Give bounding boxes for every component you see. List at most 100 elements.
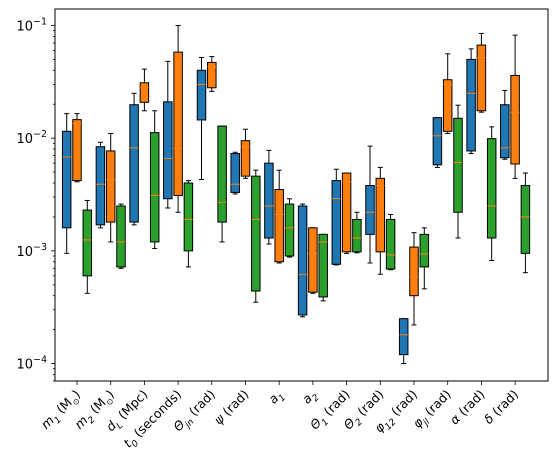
box-iqr: [453, 117, 463, 213]
param-unit: (rad): [486, 387, 521, 422]
box-series-2: [510, 34, 520, 179]
y-axis: 10−410−310−210−1: [16, 16, 55, 382]
box-series-1: [432, 117, 443, 168]
box-iqr: [116, 205, 126, 268]
box-iqr: [520, 185, 531, 254]
box-iqr: [196, 69, 207, 121]
box-series-2: [308, 227, 318, 294]
box-iqr: [432, 117, 443, 166]
box-series-2: [476, 32, 487, 113]
box-series-3: [116, 203, 126, 269]
box-iqr: [207, 61, 217, 89]
y-tick-label: 10−4: [16, 355, 47, 373]
box-iqr: [419, 233, 430, 268]
box-series-3: [183, 180, 194, 268]
box-iqr: [240, 140, 251, 177]
box-iqr: [409, 246, 419, 297]
box-iqr: [385, 218, 396, 270]
x-tick-label: a2: [299, 386, 322, 409]
box-iqr: [149, 132, 160, 243]
y-tick-exponent: −1: [33, 16, 47, 27]
x-axis: m1 (M⊙)m2 (M⊙)dL (Mpc)t0 (seconds)Θjn (r…: [38, 381, 521, 450]
param-subscript: 1: [277, 393, 288, 404]
box-iqr: [274, 189, 284, 263]
box-iqr: [61, 130, 72, 229]
y-tick-exponent: −3: [33, 242, 47, 253]
unit-subscript: ⊙: [104, 396, 115, 407]
box-iqr: [217, 125, 227, 223]
box-series-2: [274, 169, 284, 264]
box-series-3: [419, 227, 430, 290]
box-iqr: [95, 146, 106, 226]
box-iqr: [251, 175, 261, 292]
param-subscript: 2: [86, 415, 97, 426]
box-series-1: [297, 203, 308, 318]
box-series-2: [240, 128, 251, 179]
box-iqr: [318, 233, 328, 298]
box-iqr: [82, 209, 93, 277]
param-unit: (M: [84, 395, 108, 419]
box-series-1: [163, 60, 173, 209]
box-series-1: [61, 113, 72, 254]
param-subscript: 0: [130, 439, 141, 450]
box-iqr: [341, 172, 352, 253]
param-unit: (rad): [217, 387, 252, 422]
y-tick-base: 10: [16, 245, 33, 260]
x-tick-label: a1: [265, 387, 288, 410]
unit-subscript: ⊙: [71, 396, 82, 407]
box-iqr: [466, 58, 476, 152]
box-series-1: [398, 318, 409, 365]
box-series-3: [520, 172, 531, 274]
plot-frame: [54, 8, 549, 382]
box-series-1: [466, 48, 476, 155]
box-iqr: [308, 227, 318, 293]
box-series-3: [352, 211, 362, 254]
box-series-1: [95, 141, 106, 229]
box-series-3: [284, 198, 295, 258]
box-iqr: [230, 153, 240, 193]
x-tick-label: ψ (rad): [211, 387, 252, 428]
box-iqr: [442, 79, 453, 132]
param-subscript: 1: [320, 417, 331, 428]
box-iqr: [284, 203, 295, 257]
box-iqr: [173, 51, 183, 196]
y-tick-exponent: −2: [33, 129, 47, 140]
box-series-3: [318, 233, 328, 302]
box-series-2: [139, 68, 150, 112]
box-series-2: [442, 53, 453, 134]
box-series-1: [264, 149, 274, 245]
box-series-2: [375, 166, 386, 275]
box-series-2: [409, 232, 419, 326]
x-tick-label: δ (rad): [481, 387, 521, 427]
box-series-1: [196, 56, 207, 180]
box-series-3: [453, 104, 463, 239]
box-series-2: [207, 56, 217, 92]
box-iqr: [129, 104, 139, 223]
box-series-1: [500, 89, 510, 160]
box-iqr: [163, 101, 173, 200]
y-tick-label: 10−2: [16, 129, 47, 147]
box-series-2: [341, 172, 352, 254]
box-series-2: [72, 113, 82, 183]
box-series-1: [331, 168, 342, 266]
box-iqr: [510, 74, 520, 165]
box-series-3: [149, 110, 160, 249]
box-series-3: [486, 126, 497, 262]
box-iqr: [72, 119, 82, 182]
param-symbol: m: [71, 413, 90, 432]
y-tick-base: 10: [16, 19, 33, 34]
y-tick-label: 10−3: [16, 242, 47, 260]
y-tick-exponent: −4: [33, 355, 47, 366]
box-iqr: [365, 185, 375, 235]
param-subscript: L: [115, 421, 126, 432]
param-unit: (M: [50, 395, 74, 419]
box-iqr: [331, 180, 342, 265]
box-iqr: [105, 150, 116, 223]
box-series-3: [385, 214, 396, 271]
box-series-1: [129, 92, 139, 226]
x-tick-label: α (rad): [447, 387, 488, 428]
box-iqr: [352, 218, 362, 253]
param-unit: (rad): [351, 387, 386, 422]
box-series-3: [251, 169, 261, 303]
